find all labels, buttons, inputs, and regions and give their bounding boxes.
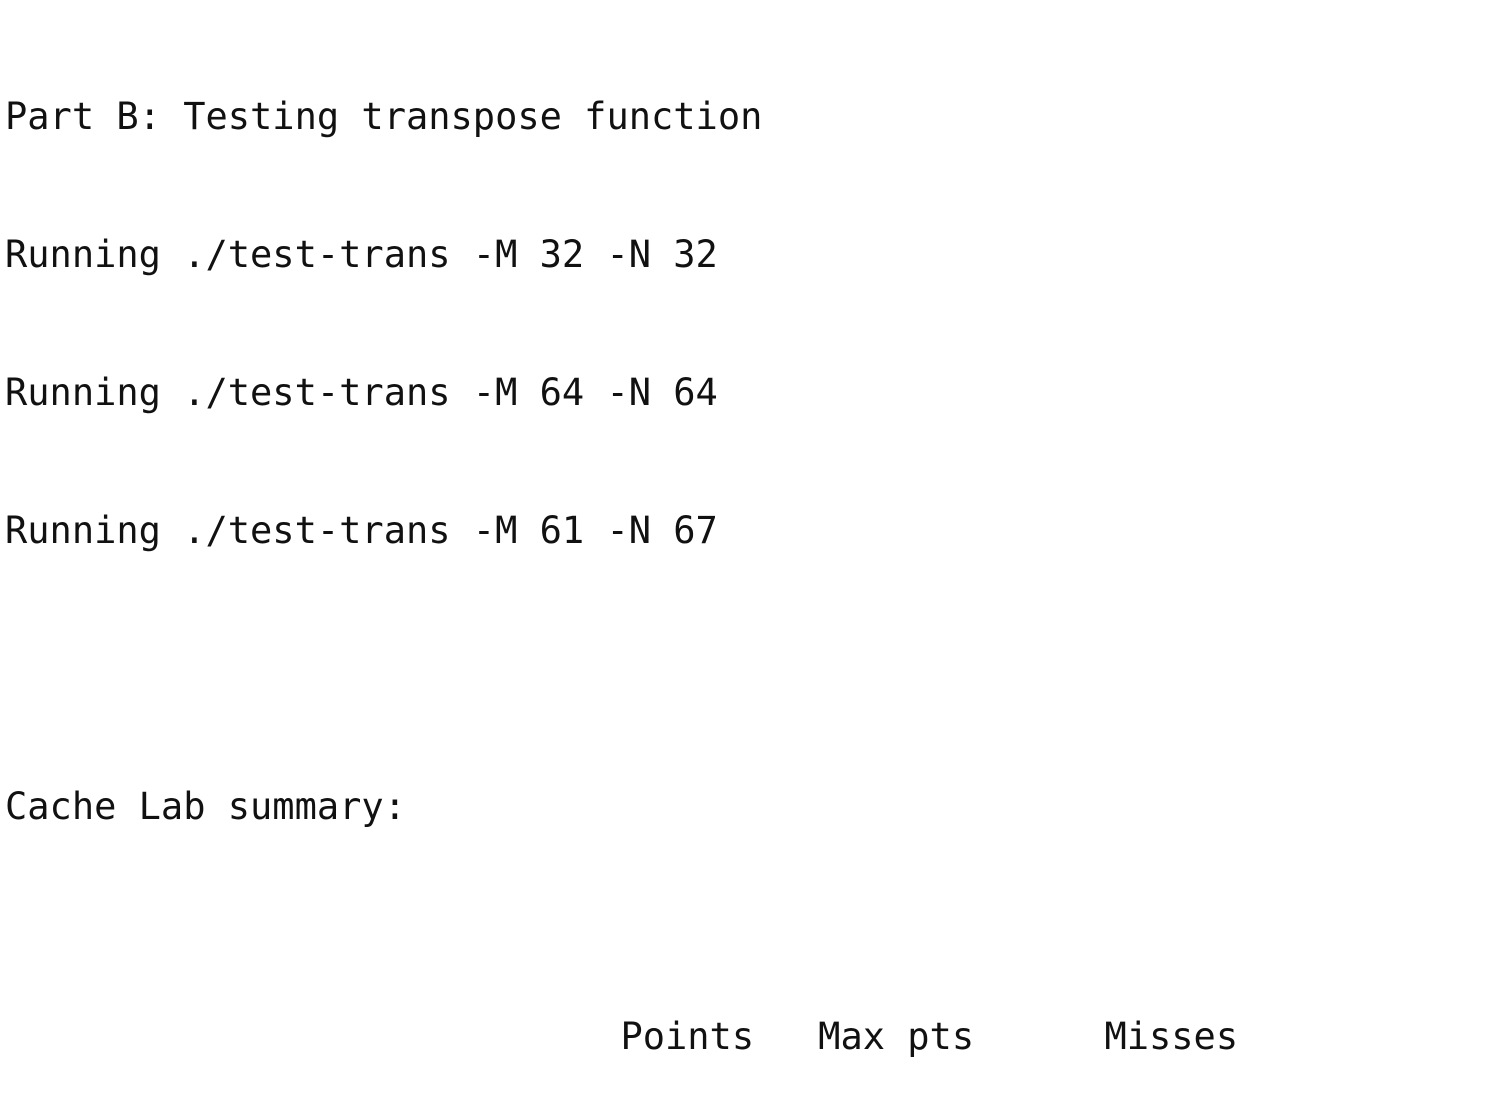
blank-line	[5, 646, 1505, 692]
summary-title: Cache Lab summary:	[5, 785, 406, 828]
header-max-pts: Max pts	[818, 1015, 975, 1058]
header-misses: Misses	[1104, 1015, 1239, 1058]
output-line-part-b: Part B: Testing transpose function	[5, 95, 763, 138]
summary-header-row: Points Max pts Misses	[5, 968, 1505, 1058]
output-line-run-32: Running ./test-trans -M 32 -N 32	[5, 233, 718, 276]
output-line-run-61: Running ./test-trans -M 61 -N 67	[5, 509, 718, 552]
header-points: Points	[620, 1015, 755, 1058]
output-line-run-64: Running ./test-trans -M 64 -N 64	[5, 371, 718, 414]
terminal-output[interactable]: Part B: Testing transpose function Runni…	[5, 2, 1505, 1058]
